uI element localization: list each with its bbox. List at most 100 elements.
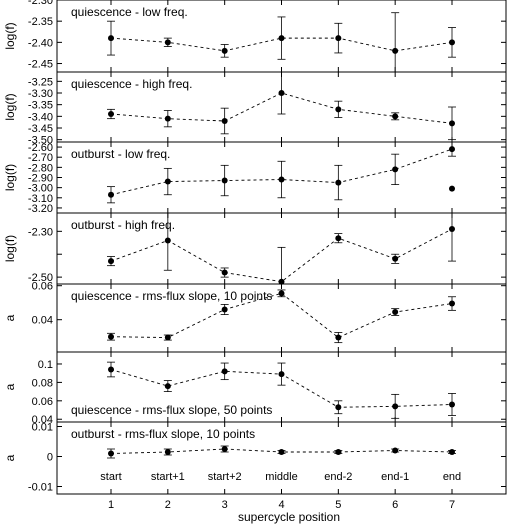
category-label: start+1 — [151, 471, 185, 483]
data-point — [392, 47, 399, 54]
data-point — [221, 269, 228, 276]
data-point — [449, 120, 455, 127]
y-axis-label: a — [3, 383, 17, 390]
data-point — [221, 118, 228, 124]
category-label: end-2 — [324, 471, 352, 483]
data-point — [449, 146, 455, 153]
data-point — [221, 368, 228, 375]
data-point — [392, 166, 399, 173]
data-point — [335, 404, 342, 411]
chart-panels: -2.30 -2.35 -2.40 -2.45 log(f) quiescence - l… — [3, 0, 507, 495]
x-axis-label: supercycle position — [238, 510, 340, 524]
chart-panel-5: 0.04 0.06 a quiescence - rms-flux slope, 10… — [3, 281, 507, 353]
x-tick-label: 7 — [449, 499, 455, 511]
y-axis-label: log(f) — [3, 235, 17, 262]
data-point — [278, 35, 285, 42]
x-tick-label: 5 — [335, 499, 341, 511]
y-tick-label: 0.01 — [32, 422, 53, 434]
y-tick-label: -3.20 — [28, 203, 53, 215]
panel-title: outburst - low freq. — [71, 147, 170, 161]
data-point — [164, 115, 171, 122]
data-point — [278, 449, 285, 455]
data-point — [335, 449, 342, 455]
data-point — [221, 47, 228, 54]
y-tick-label: -3.30 — [28, 88, 53, 100]
panel-title: outburst - rms-flux slope, 10 points — [71, 427, 255, 441]
y-tick-label: -2.50 — [28, 272, 53, 284]
data-point — [164, 39, 171, 46]
y-tick-label: -3.25 — [28, 76, 53, 88]
data-point — [449, 449, 455, 455]
data-point — [221, 446, 228, 452]
data-point — [335, 179, 342, 186]
category-label: start+2 — [208, 471, 242, 483]
x-tick-label: 2 — [165, 499, 171, 511]
data-point — [108, 191, 114, 198]
bottom-axis: start start+1 start+2 middle end-2 end-1 end 1 2… — [100, 471, 461, 511]
data-point — [164, 449, 171, 455]
data-point — [108, 333, 114, 340]
chart-panel-6: 0.04 0.06 0.08 0.1 a quiescence - rms-flux sl… — [3, 351, 507, 426]
y-tick-label: 0.06 — [32, 281, 53, 293]
y-tick-label: -2.80 — [28, 162, 53, 174]
panel-title: quiescence - high freq. — [71, 77, 192, 91]
y-tick-label: -3.40 — [28, 111, 53, 123]
chart-panel-2: -3.25-3.30-3.35-3.40-3.45-3.50 log(f) quie… — [3, 71, 507, 147]
y-tick-label: -3.35 — [28, 100, 53, 112]
data-point — [449, 39, 455, 46]
panel-title: quiescence - rms-flux slope, 10 points — [71, 289, 272, 303]
data-point — [108, 35, 114, 42]
data-point — [335, 235, 342, 242]
data-point — [108, 366, 114, 373]
data-point — [392, 447, 399, 454]
data-point — [164, 334, 171, 341]
category-label: end — [443, 471, 461, 483]
data-point — [278, 371, 285, 378]
chart-panel-4: -2.30 -2.50 log(f) outburst - high freq. — [3, 212, 507, 285]
y-tick-label: 0.06 — [32, 396, 53, 408]
x-tick-label: 4 — [278, 499, 284, 511]
x-tick-label: 6 — [392, 499, 398, 511]
y-axis-label: a — [3, 454, 17, 461]
y-tick-label: -3.00 — [28, 183, 53, 195]
x-tick-label: 1 — [108, 499, 114, 511]
y-tick-label: 0 — [47, 452, 53, 464]
chart-panel-7: 0.01 0 -0.01 a outburst - rms-flux slope, 10… — [3, 421, 507, 495]
category-label: middle — [265, 471, 297, 483]
data-point — [335, 334, 342, 341]
y-tick-label: -2.30 — [28, 0, 53, 7]
y-tick-label: -2.30 — [28, 226, 53, 238]
y-tick-label: -2.60 — [28, 142, 53, 154]
x-tick-label: 3 — [222, 499, 228, 511]
y-tick-label: -3.10 — [28, 193, 53, 205]
panel-title: quiescence - low freq. — [71, 5, 188, 19]
y-tick-label: -2.40 — [28, 37, 53, 49]
panel-title: outburst - high freq. — [71, 218, 175, 232]
chart-panel-1: -2.30 -2.35 -2.40 -2.45 log(f) quiescence - l… — [3, 0, 507, 73]
data-point — [108, 450, 114, 457]
y-tick-label: 0.04 — [32, 315, 53, 327]
category-label: end-1 — [381, 471, 409, 483]
data-point — [278, 90, 285, 96]
data-point — [392, 255, 399, 262]
y-axis-label: a — [3, 314, 17, 321]
category-label: start — [100, 471, 121, 483]
data-point — [164, 178, 171, 185]
data-point — [164, 237, 171, 244]
data-point — [164, 383, 171, 390]
chart-panel-3: -2.60-2.70-2.80-2.90-3.00-3.10-3.20 log(f… — [3, 141, 507, 215]
y-tick-label: -2.45 — [28, 59, 53, 71]
data-point — [449, 300, 455, 307]
y-tick-label: 0.1 — [38, 359, 53, 371]
y-axis-label: log(f) — [3, 93, 17, 120]
y-tick-label: -3.45 — [28, 123, 53, 135]
data-point — [335, 106, 342, 113]
y-axis-label: log(f) — [3, 22, 17, 49]
data-point — [108, 111, 114, 117]
data-point — [278, 290, 285, 297]
data-point — [221, 306, 228, 313]
data-point — [392, 403, 399, 410]
data-point — [392, 309, 399, 316]
y-axis-label: log(f) — [3, 164, 17, 191]
